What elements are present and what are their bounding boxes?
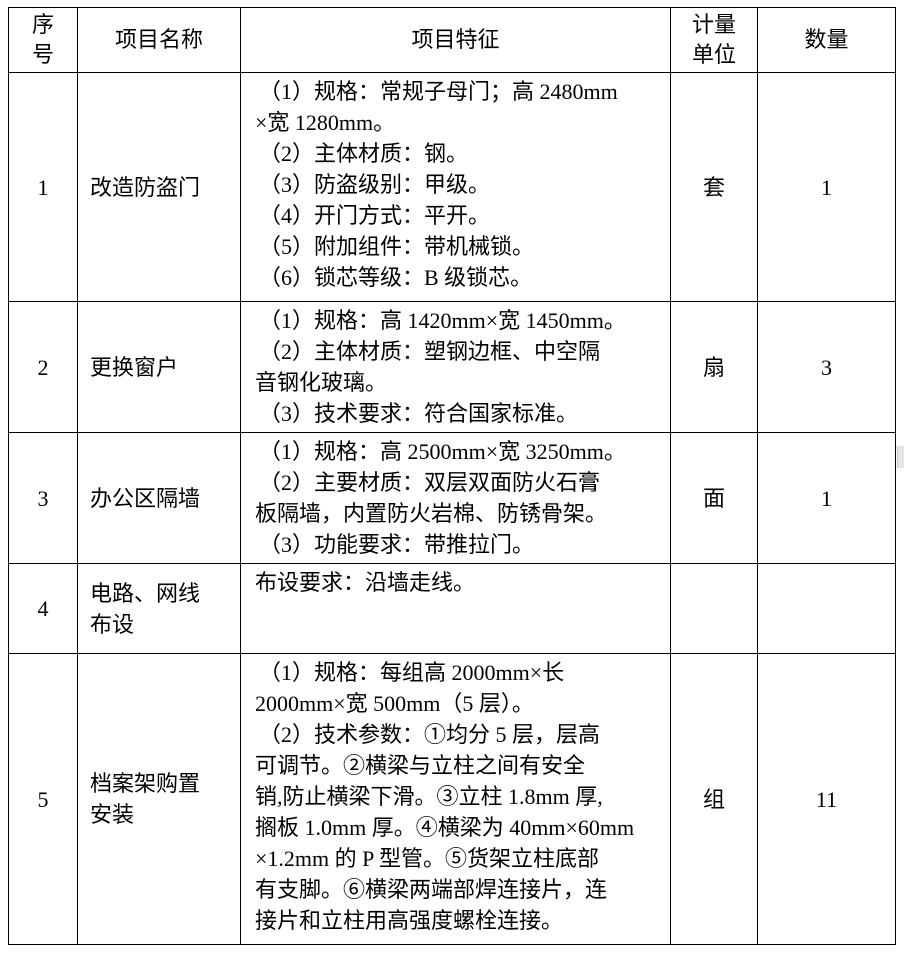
cell-qty: 3 [757, 301, 896, 433]
header-unit-line: 单位 [691, 42, 736, 67]
cell-feature: （1）规格：高 1420mm×宽 1450mm。 （2）主体材质：塑钢边框、中空隔… [240, 301, 671, 433]
header-name: 项目名称 [77, 7, 241, 73]
cell-feature: （1）规格：常规子母门；高 2480mm ×宽 1280mm。 （2）主体材质：钢。… [240, 72, 671, 302]
cell-qty: 1 [757, 72, 896, 302]
feature-line: （5）附加组件：带机械锁。 [259, 234, 535, 259]
feature-line: （2）主要材质：双层双面防火石膏 [259, 470, 601, 495]
table-row: 4 电路、网线 布设 布设要求：沿墙走线。 [8, 563, 896, 654]
header-feature: 项目特征 [240, 7, 671, 73]
feature-line: （4）开门方式：平开。 [259, 203, 491, 228]
header-qty: 数量 [757, 7, 896, 73]
feature-line: （3）功能要求：带推拉门。 [259, 532, 535, 557]
cell-unit: 套 [670, 72, 758, 302]
feature-line: （1）规格：高 1420mm×宽 1450mm。 [259, 308, 626, 333]
name-line: 电路、网线 [90, 580, 201, 606]
cell-name: 改造防盗门 [77, 72, 241, 302]
header-seq: 序号 [8, 7, 78, 73]
feature-line: （1）规格：每组高 2000mm×长 [259, 660, 565, 685]
table-row: 3 办公区隔墙 （1）规格：高 2500mm×宽 3250mm。 （2）主要材质：双层… [8, 432, 896, 564]
header-seq-line: 序 [31, 12, 54, 37]
feature-line: 可调节。②横梁与立柱之间有安全 [255, 753, 586, 778]
header-row: 序号 项目名称 项目特征 计量单位 数量 [8, 7, 896, 73]
name-line: 档案架购置 [90, 771, 201, 796]
header-unit-line: 计量 [691, 12, 736, 37]
feature-line: 板隔墙，内置防火岩棉、防锈骨架。 [255, 501, 608, 526]
cell-unit: 组 [670, 653, 758, 945]
cell-seq: 1 [8, 72, 78, 302]
feature-line: （3）技术要求：符合国家标准。 [259, 401, 579, 426]
name-line: 改造防盗门 [90, 174, 201, 200]
cell-seq: 5 [8, 653, 78, 945]
table-row: 2 更换窗户 （1）规格：高 1420mm×宽 1450mm。 （2）主体材质：塑钢边… [8, 301, 896, 433]
feature-line: 接片和立柱用高强度螺栓连接。 [255, 908, 564, 933]
feature-line: 搁板 1.0mm 厚。④横梁为 40mm×60mm [255, 815, 635, 840]
feature-line: （2）技术参数：①均分 5 层，层高 [259, 722, 601, 747]
cell-name: 电路、网线 布设 [77, 563, 241, 654]
cell-qty [757, 563, 896, 654]
cell-feature: （1）规格：每组高 2000mm×长 2000mm×宽 500mm（5 层）。 （2… [240, 653, 671, 945]
cell-unit [670, 563, 758, 654]
cell-qty: 11 [757, 653, 896, 945]
feature-line: （6）锁芯等级：B 级锁芯。 [259, 265, 533, 290]
name-line: 更换窗户 [90, 354, 179, 380]
feature-line: ×宽 1280mm。 [255, 110, 396, 135]
feature-line: （2）主体材质：钢。 [259, 141, 469, 166]
feature-line: （1）规格：常规子母门；高 2480mm [259, 79, 618, 104]
name-line: 安装 [90, 802, 135, 827]
name-line: 办公区隔墙 [90, 485, 201, 511]
cell-unit: 扇 [670, 301, 758, 433]
cell-name: 办公区隔墙 [77, 432, 241, 564]
cell-seq: 2 [8, 301, 78, 433]
feature-line: （3）防盗级别：甲级。 [259, 172, 491, 197]
cell-feature: 布设要求：沿墙走线。 [240, 563, 671, 654]
feature-line: 音钢化玻璃。 [255, 370, 388, 395]
feature-line: 销,防止横梁下滑。③立柱 1.8mm 厚, [255, 784, 603, 809]
header-unit: 计量 单位 [670, 7, 758, 73]
feature-line: （1）规格：高 2500mm×宽 3250mm。 [259, 439, 626, 464]
scroll-handle[interactable] [897, 446, 904, 468]
feature-line: 有支脚。⑥横梁两端部焊连接片，连 [255, 877, 608, 902]
cell-feature: （1）规格：高 2500mm×宽 3250mm。 （2）主要材质：双层双面防火石膏… [240, 432, 671, 564]
cell-name: 更换窗户 [77, 301, 241, 433]
bill-of-quantities-table: 序号 项目名称 项目特征 计量单位 数量 1 改造防盗门 （1）规格：常规子母门；高… [8, 7, 896, 945]
table-row: 5 档案架购置 安装 （1）规格：每组高 2000mm×长 2000mm×宽 500mm… [8, 653, 896, 945]
header-seq-line: 号 [31, 42, 54, 67]
feature-line: （2）主体材质：塑钢边框、中空隔 [259, 339, 601, 364]
name-line: 布设 [90, 611, 135, 637]
feature-line: 布设要求：沿墙走线。 [255, 570, 476, 595]
feature-line: ×1.2mm 的 P 型管。⑤货架立柱底部 [255, 846, 600, 871]
table-row: 1 改造防盗门 （1）规格：常规子母门；高 2480mm ×宽 1280mm。 （2）主… [8, 72, 896, 302]
cell-name: 档案架购置 安装 [77, 653, 241, 945]
cell-qty: 1 [757, 432, 896, 564]
cell-unit: 面 [670, 432, 758, 564]
cell-seq: 3 [8, 432, 78, 564]
feature-line: 2000mm×宽 500mm（5 层）。 [255, 691, 534, 716]
table-body: 1 改造防盗门 （1）规格：常规子母门；高 2480mm ×宽 1280mm。 （2）主… [8, 72, 896, 945]
cell-seq: 4 [8, 563, 78, 654]
